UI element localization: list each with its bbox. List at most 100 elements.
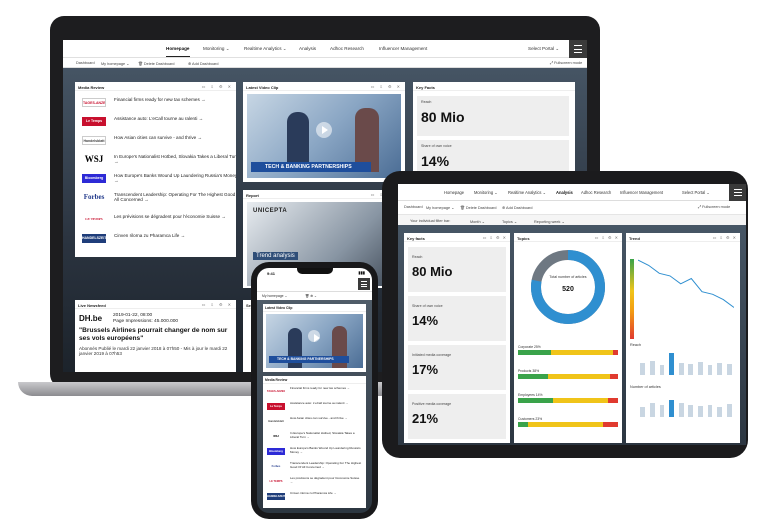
nav-monitoring[interactable]: Monitoring ⌄ bbox=[203, 46, 230, 51]
trend-bar bbox=[698, 406, 703, 417]
list-item[interactable]: WSJ In Europe's Nationalist Hotbed, Slova… bbox=[266, 431, 363, 445]
trash-icon: 🗑 bbox=[138, 62, 143, 66]
nav-influencer-management[interactable]: Influencer Management bbox=[620, 190, 664, 195]
topic-bar-segment bbox=[553, 398, 608, 403]
donut-chart[interactable] bbox=[528, 247, 608, 327]
topics-filter[interactable]: Topics ⌄ bbox=[502, 219, 518, 224]
widget-tools[interactable]: ▭ ⇩ ⚙ ✕ bbox=[712, 235, 737, 240]
widget-title: Latest Video Clip bbox=[246, 84, 279, 90]
fullscreen-button[interactable]: ⤢ Fullscreen mode bbox=[698, 205, 731, 209]
person-figure bbox=[287, 112, 309, 172]
article-title[interactable]: Financial firms ready for new tax scheme… bbox=[290, 386, 350, 390]
nav-monitoring[interactable]: Monitoring ⌄ bbox=[474, 190, 498, 195]
topic-bar-row[interactable]: Employees 14% bbox=[518, 393, 618, 403]
widget-tools[interactable]: ▭ ⇩ ⚙ ✕ bbox=[482, 235, 507, 240]
article-title[interactable]: Financial firms ready for new tax scheme… bbox=[114, 97, 206, 102]
nav-analysis[interactable]: Analysis bbox=[299, 46, 317, 51]
trend-bar bbox=[688, 405, 694, 417]
fullscreen-button[interactable]: ⤢ Fullscreen mode bbox=[550, 61, 583, 65]
trash-icon: 🗑 bbox=[460, 206, 465, 210]
article-title[interactable]: How Asian cities can survive - and thriv… bbox=[290, 416, 348, 420]
topic-bar-segment bbox=[551, 350, 613, 355]
dashboard-select[interactable]: My homepage ⌄ bbox=[426, 206, 455, 210]
list-item[interactable]: WSJ In Europe's Nationalist Hotbed, Slov… bbox=[79, 153, 236, 169]
list-item[interactable]: Handelsblatt How Asian cities can surviv… bbox=[79, 134, 236, 150]
list-item[interactable]: TAGES-ANZEIGER Financial firms ready for… bbox=[79, 96, 236, 112]
article-title[interactable]: Cinven rilorna zu Pharamca Life → bbox=[114, 233, 186, 238]
play-icon[interactable] bbox=[308, 330, 320, 342]
list-item[interactable]: Handelsblatt How Asian cities can survive… bbox=[266, 416, 363, 430]
source-logo: Handelsblatt bbox=[82, 136, 106, 145]
list-item[interactable]: TAGES-ANZEIGER Financial firms ready for … bbox=[266, 386, 363, 400]
menu-icon[interactable] bbox=[729, 184, 746, 201]
month-filter[interactable]: Month ⌄ bbox=[470, 219, 485, 224]
article-title[interactable]: How Europe's Banks Wound Up Laundering R… bbox=[114, 173, 236, 184]
article-bars bbox=[638, 393, 734, 417]
list-item[interactable]: Bloomberg How Europe's Banks Wound Up La… bbox=[79, 172, 236, 188]
trend-line-chart[interactable] bbox=[638, 247, 734, 339]
article-title[interactable]: In Europe's Nationalist Hotbed, Slovakia… bbox=[114, 154, 236, 165]
widget-tools[interactable]: ▭ ⇩ ⚙ ✕ bbox=[594, 235, 619, 240]
dashboard-select[interactable]: My homepage ⌄ bbox=[101, 62, 130, 66]
widget-tools[interactable]: ▭ ⇩ ⚙ ✕ bbox=[201, 302, 233, 307]
list-item[interactable]: LE TEMPS Les prévisions se dégradent pou… bbox=[79, 213, 236, 229]
topic-bar-segment bbox=[608, 398, 618, 403]
person-figure bbox=[355, 108, 379, 172]
article-title[interactable]: Les prévisions se dégradent pour l'écono… bbox=[114, 214, 226, 219]
article-title[interactable]: Les prévisions se dégradent pour l'écono… bbox=[290, 476, 360, 484]
list-item[interactable]: Forbes Transcendent Leadership: Operating… bbox=[266, 461, 363, 475]
initiated-coverage-card: Initiated media coverage 17% bbox=[408, 345, 506, 390]
list-item[interactable]: Le Temps Assistance auto: L'eCall tourne… bbox=[79, 115, 236, 131]
nav-adhoc-research[interactable]: Adhoc Research bbox=[330, 46, 364, 51]
widget-tools[interactable]: ▭ ⇩ ⚙ ✕ bbox=[370, 84, 402, 89]
nav-homepage[interactable]: Homepage bbox=[166, 46, 190, 57]
list-item[interactable]: Forbes Transcendent Leadership: Operatin… bbox=[79, 191, 236, 207]
topic-bar-row[interactable]: Corporate 25% bbox=[518, 345, 618, 355]
article-headline[interactable]: "Brussels Airlines pourrait changer de n… bbox=[79, 327, 228, 342]
add-dashboard-button[interactable]: ⊕ Add Dashboard bbox=[188, 62, 219, 66]
list-item[interactable]: LE TEMPS Les prévisions se dégradent pour… bbox=[266, 476, 363, 490]
list-item[interactable]: Bloomberg How Europe's Banks Wound Up Lau… bbox=[266, 446, 363, 460]
widget-tools[interactable]: ▭ ⇩ ⚙ ✕ bbox=[201, 84, 233, 89]
dashboard-select[interactable]: My homepage ⌄ bbox=[262, 293, 288, 298]
list-item[interactable]: HANDELSZEITUNG Cinven rilorna zu Pharamc… bbox=[79, 232, 236, 248]
nav-adhoc-research[interactable]: Adhoc Research bbox=[581, 190, 612, 195]
article-title[interactable]: How Asian cities can survive - and thriv… bbox=[114, 135, 203, 140]
delete-dashboard-button[interactable]: 🗑 Delete Dashboard bbox=[460, 206, 497, 210]
reporting-filter[interactable]: Reporting week ⌄ bbox=[534, 219, 565, 224]
trend-bar bbox=[678, 402, 684, 417]
topic-bar bbox=[518, 422, 618, 427]
article-title[interactable]: Assistance auto: L'eCall tourne au ralen… bbox=[114, 116, 204, 121]
live-newsfeed-widget: Live Newsfeed ▭ ⇩ ⚙ ✕ DH.be 2019-01-22, … bbox=[75, 300, 236, 372]
trend-bar bbox=[669, 400, 674, 417]
topic-bar-row[interactable]: Products 38% bbox=[518, 369, 618, 379]
article-title[interactable]: Cinven rilorna zu Pharamca Life → bbox=[290, 491, 337, 495]
article-title[interactable]: In Europe's Nationalist Hotbed, Slovakia… bbox=[290, 431, 355, 439]
video-player[interactable]: TECH & BANKING PARTNERSHIPS bbox=[266, 314, 363, 368]
nav-realtime-analytics[interactable]: Realtime Analytics ⌄ bbox=[244, 46, 287, 51]
article-title[interactable]: Assistance auto: L'eCall tourne au ralen… bbox=[290, 401, 349, 405]
select-portal-dropdown[interactable]: Select Portal ⌄ bbox=[682, 190, 710, 195]
dashboard-subnav: My homepage ⌄ 🗑 ⊕ ⌄ bbox=[257, 292, 372, 300]
video-player[interactable]: TECH & BANKING PARTNERSHIPS bbox=[247, 94, 401, 178]
topic-bar-row[interactable]: Customers 23% bbox=[518, 417, 618, 427]
menu-icon[interactable] bbox=[358, 278, 370, 290]
select-portal-dropdown[interactable]: Select Portal ⌄ bbox=[528, 46, 560, 51]
source-logo: Le Temps bbox=[82, 117, 106, 126]
article-title[interactable]: Transcendent Leadership: Operating For T… bbox=[114, 192, 236, 203]
nav-analysis[interactable]: Analysis bbox=[556, 190, 573, 195]
kf-value: 14% bbox=[412, 313, 439, 328]
add-dashboard-button[interactable]: ⊕ Add Dashboard bbox=[502, 206, 533, 210]
nav-influencer-management[interactable]: Influencer Management bbox=[379, 46, 428, 51]
list-item[interactable]: HANDELSZEITUNG Cinven rilorna zu Pharamca… bbox=[266, 491, 363, 505]
delete-dashboard-button[interactable]: 🗑 Delete Dashboard bbox=[138, 62, 175, 66]
article-title[interactable]: How Europe's Banks Wound Up Laundering R… bbox=[290, 446, 361, 454]
reach-label: Reach bbox=[630, 343, 641, 347]
menu-icon[interactable] bbox=[569, 40, 587, 58]
play-icon[interactable] bbox=[316, 122, 332, 138]
dashboard-actions[interactable]: 🗑 ⊕ ⌄ bbox=[305, 293, 317, 298]
nav-realtime-analytics[interactable]: Realtime Analytics ⌄ bbox=[508, 190, 547, 195]
list-item[interactable]: Le Temps Assistance auto: L'eCall tourne … bbox=[266, 401, 363, 415]
nav-homepage[interactable]: Homepage bbox=[444, 190, 465, 195]
article-title[interactable]: Transcendent Leadership: Operating For T… bbox=[290, 461, 362, 469]
